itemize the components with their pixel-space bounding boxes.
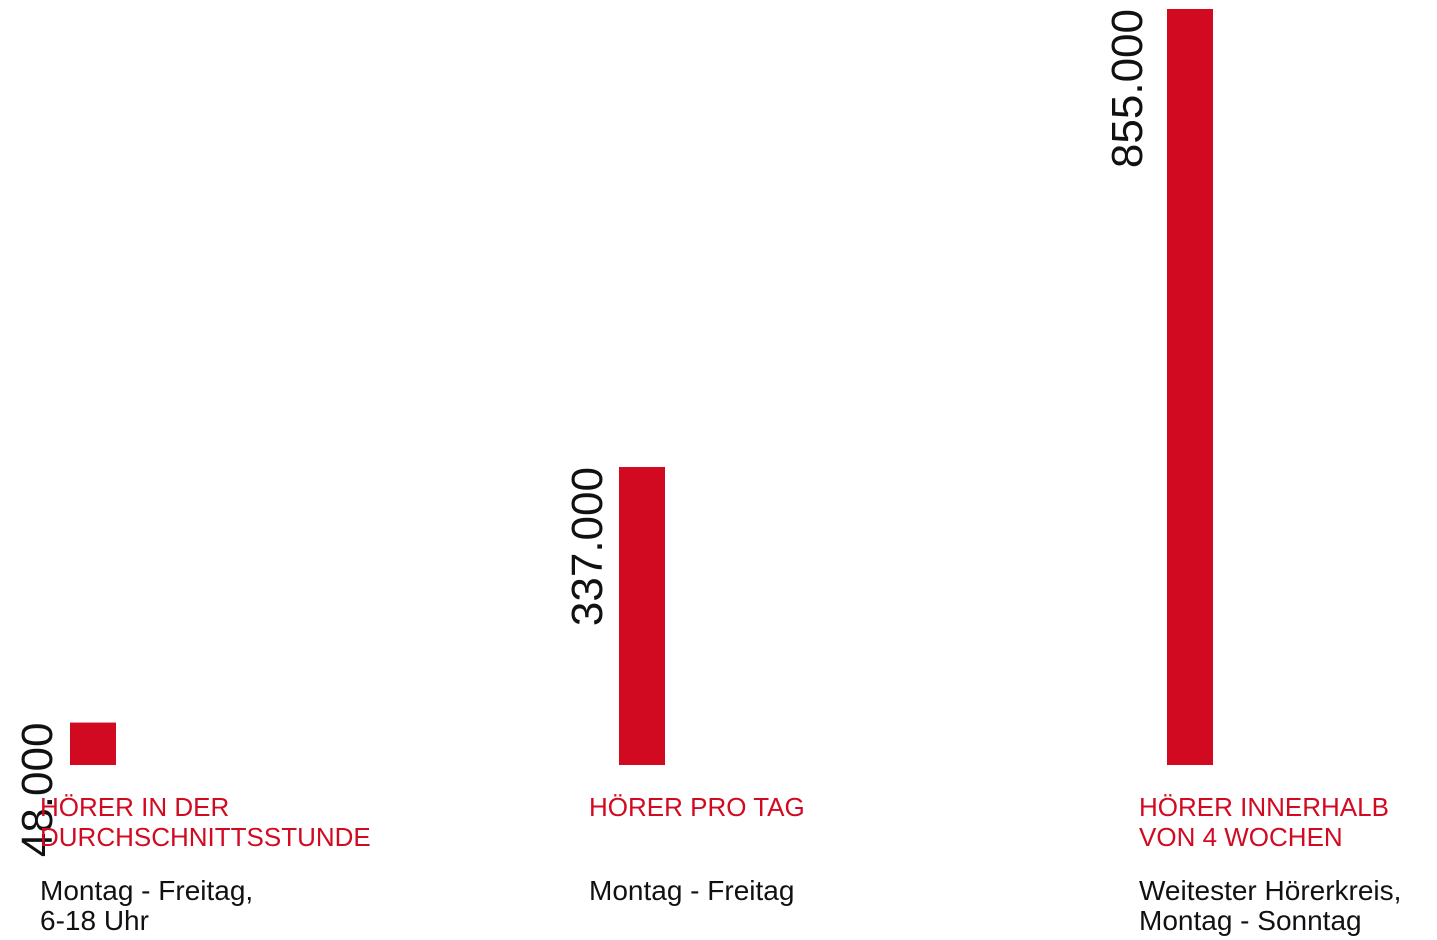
category-description: Montag - Freitag, 6-18 Uhr	[40, 875, 254, 936]
category-description: Montag - Freitag	[589, 875, 795, 906]
value-label-3: 855.000	[1103, 9, 1152, 168]
category-block-2: HÖRER PRO TAG Montag - Freitag	[589, 792, 889, 906]
value-label-1: 48.000	[13, 723, 62, 858]
category-label: HÖRER IN DER DURCHSCHNITTSSTUNDE	[40, 792, 371, 852]
category-description: Weitester Hörerkreis, Montag - Sonntag	[1139, 875, 1402, 936]
category-block-3: HÖRER INNERHALB VON 4 WOCHEN Weitester H…	[1139, 792, 1437, 936]
category-label: HÖRER INNERHALB VON 4 WOCHEN	[1139, 792, 1389, 852]
bar-1	[70, 722, 116, 765]
category-block-1: HÖRER IN DER DURCHSCHNITTSSTUNDE Montag …	[40, 792, 371, 936]
category-label: HÖRER PRO TAG	[589, 792, 805, 822]
bar-2	[619, 467, 665, 765]
bar-3	[1167, 9, 1213, 765]
value-label-2: 337.000	[563, 467, 612, 626]
